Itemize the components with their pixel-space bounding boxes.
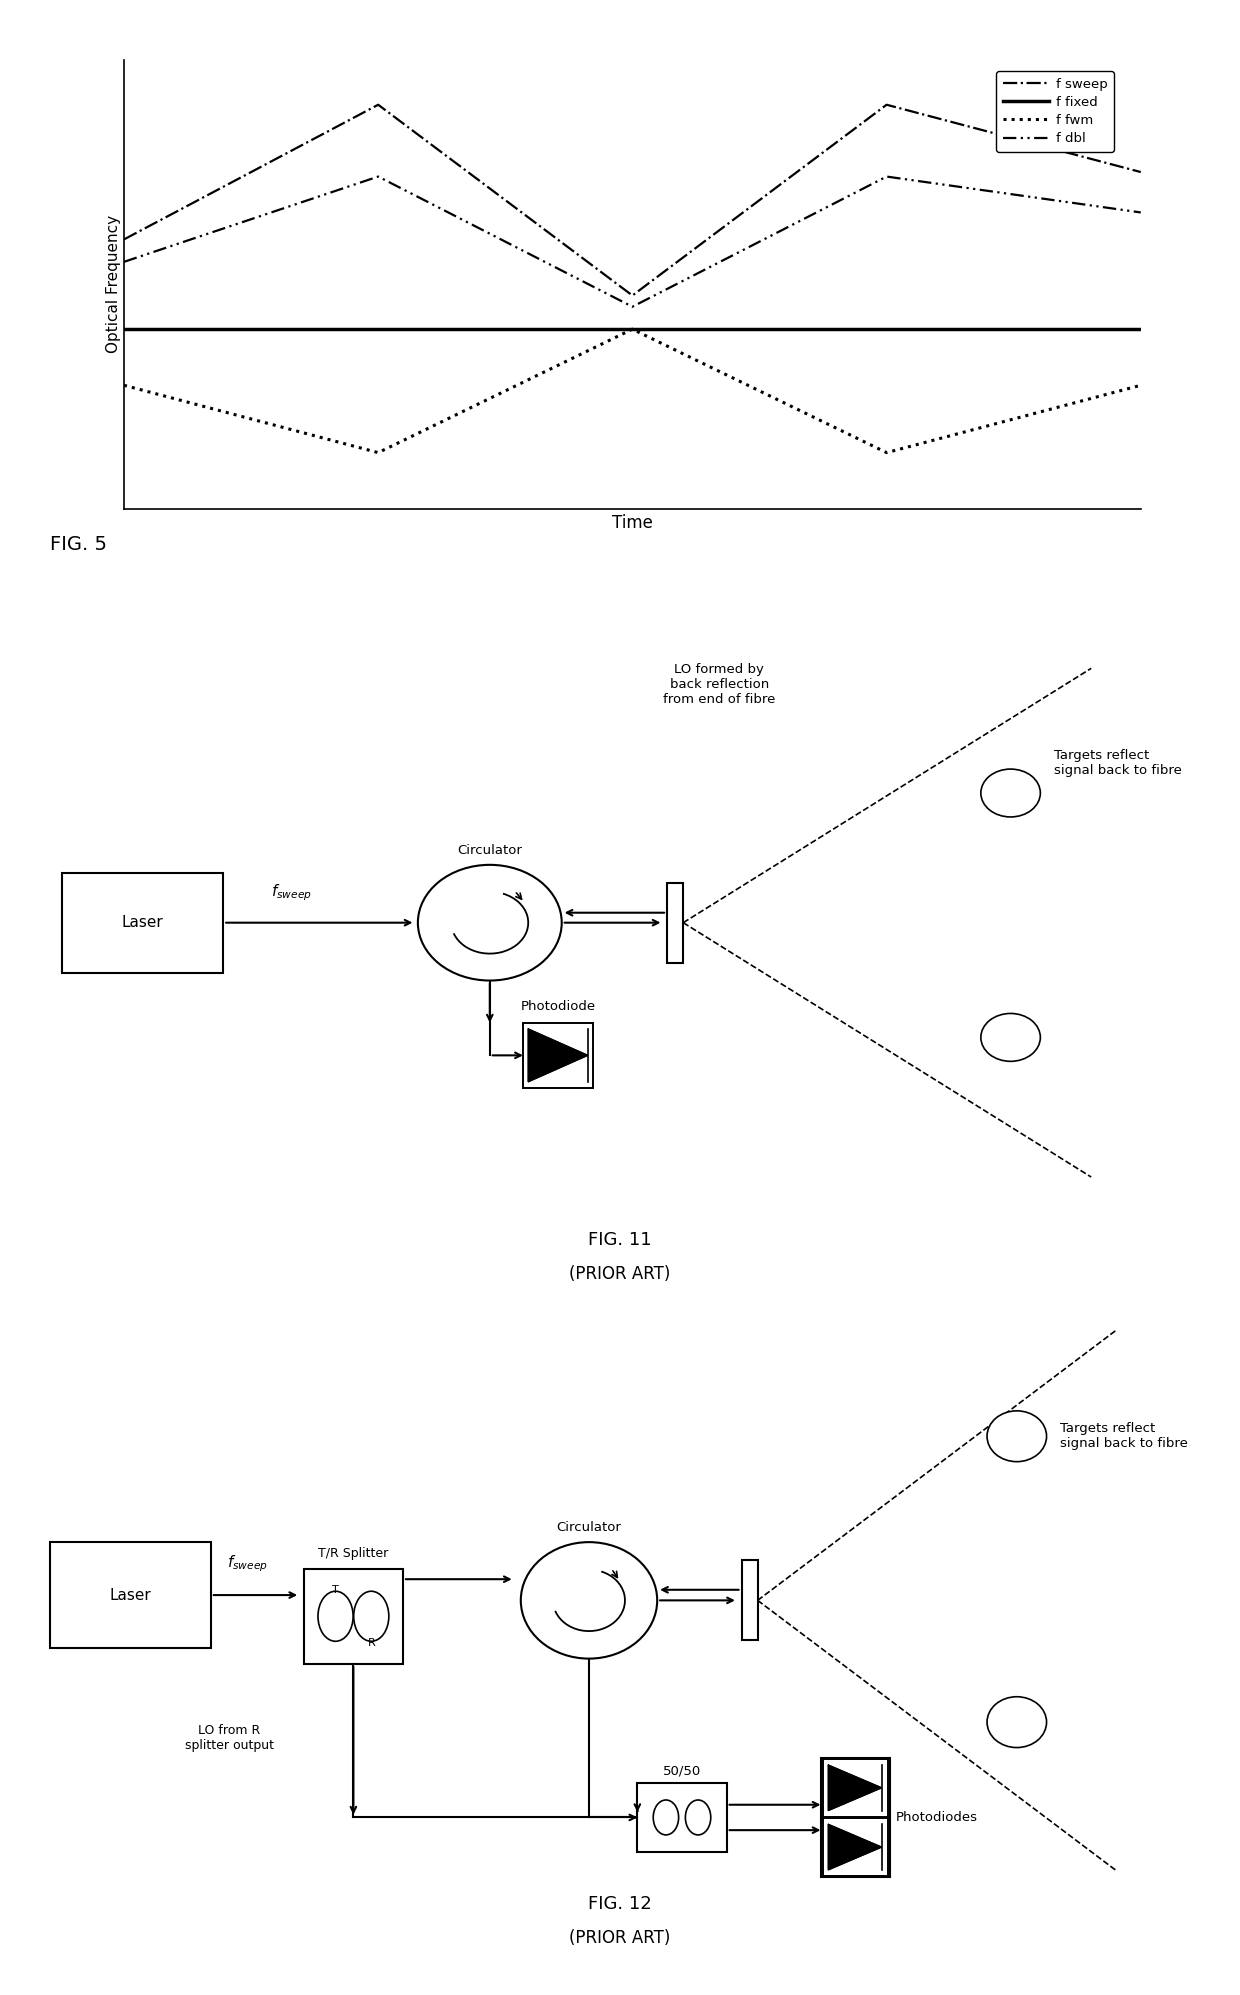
f fwm (371, 441, 386, 465)
Circle shape (418, 866, 562, 982)
Legend: f sweep, f fixed, f fwm, f dbl: f sweep, f fixed, f fwm, f dbl (996, 72, 1114, 152)
Text: Photodiodes: Photodiodes (895, 1811, 977, 1823)
Line: f fwm: f fwm (124, 329, 1141, 453)
f fixed (286, 317, 301, 341)
Ellipse shape (317, 1592, 353, 1642)
Text: FIG. 5: FIG. 5 (50, 535, 107, 555)
Text: Targets reflect
signal back to fibre: Targets reflect signal back to fibre (1054, 748, 1182, 778)
Ellipse shape (353, 1592, 389, 1642)
Y-axis label: Optical Frequency: Optical Frequency (107, 215, 122, 353)
Text: Laser: Laser (109, 1588, 151, 1602)
f fwm (117, 373, 131, 397)
Text: (PRIOR ART): (PRIOR ART) (569, 1265, 671, 1283)
Text: FIG. 12: FIG. 12 (588, 1895, 652, 1913)
Text: Circulator: Circulator (557, 1520, 621, 1534)
Text: Photodiode: Photodiode (521, 999, 595, 1013)
Text: LO formed by
back reflection
from end of fibre: LO formed by back reflection from end of… (663, 662, 775, 706)
X-axis label: Time: Time (613, 515, 652, 533)
f dbl (625, 295, 640, 319)
Polygon shape (828, 1766, 882, 1811)
Bar (304, 1568, 403, 1664)
Circle shape (981, 768, 1040, 818)
Bar (523, 1023, 593, 1087)
Circle shape (987, 1696, 1047, 1748)
Circle shape (981, 1013, 1040, 1061)
f dbl (879, 166, 894, 190)
Ellipse shape (653, 1799, 678, 1835)
Bar (62, 874, 223, 974)
f sweep (117, 227, 131, 251)
Text: Targets reflect
signal back to fibre: Targets reflect signal back to fibre (1060, 1422, 1188, 1450)
Circle shape (521, 1542, 657, 1658)
Text: T: T (332, 1584, 339, 1594)
f dbl (117, 249, 131, 273)
Text: (PRIOR ART): (PRIOR ART) (569, 1929, 671, 1947)
Text: Laser: Laser (122, 916, 164, 930)
Circle shape (987, 1410, 1047, 1462)
Text: Circulator: Circulator (458, 844, 522, 858)
f sweep (1133, 160, 1148, 184)
Text: 50/50: 50/50 (663, 1764, 701, 1778)
Bar (821, 1758, 890, 1877)
f dbl (1133, 201, 1148, 225)
Text: FIG. 11: FIG. 11 (588, 1231, 652, 1249)
Line: f dbl: f dbl (124, 178, 1141, 307)
Polygon shape (828, 1823, 882, 1869)
Ellipse shape (686, 1799, 711, 1835)
Text: LO from R
splitter output: LO from R splitter output (185, 1724, 274, 1752)
Bar (637, 1784, 727, 1851)
f dbl (371, 166, 386, 190)
Bar (742, 1560, 758, 1640)
f fwm (1133, 373, 1148, 397)
f fwm (879, 441, 894, 465)
Text: $f_{sweep}$: $f_{sweep}$ (270, 882, 312, 902)
f fwm (625, 317, 640, 341)
Bar (823, 1817, 888, 1875)
f sweep (879, 94, 894, 118)
f sweep (625, 283, 640, 307)
f fixed (117, 317, 131, 341)
Bar (50, 1542, 211, 1648)
Text: $f_{sweep}$: $f_{sweep}$ (227, 1554, 269, 1574)
Polygon shape (528, 1029, 588, 1081)
Text: T/R Splitter: T/R Splitter (319, 1548, 388, 1560)
Text: R: R (367, 1638, 376, 1648)
Bar (823, 1760, 888, 1817)
Bar (667, 884, 683, 964)
Line: f sweep: f sweep (124, 106, 1141, 295)
f sweep (371, 94, 386, 118)
